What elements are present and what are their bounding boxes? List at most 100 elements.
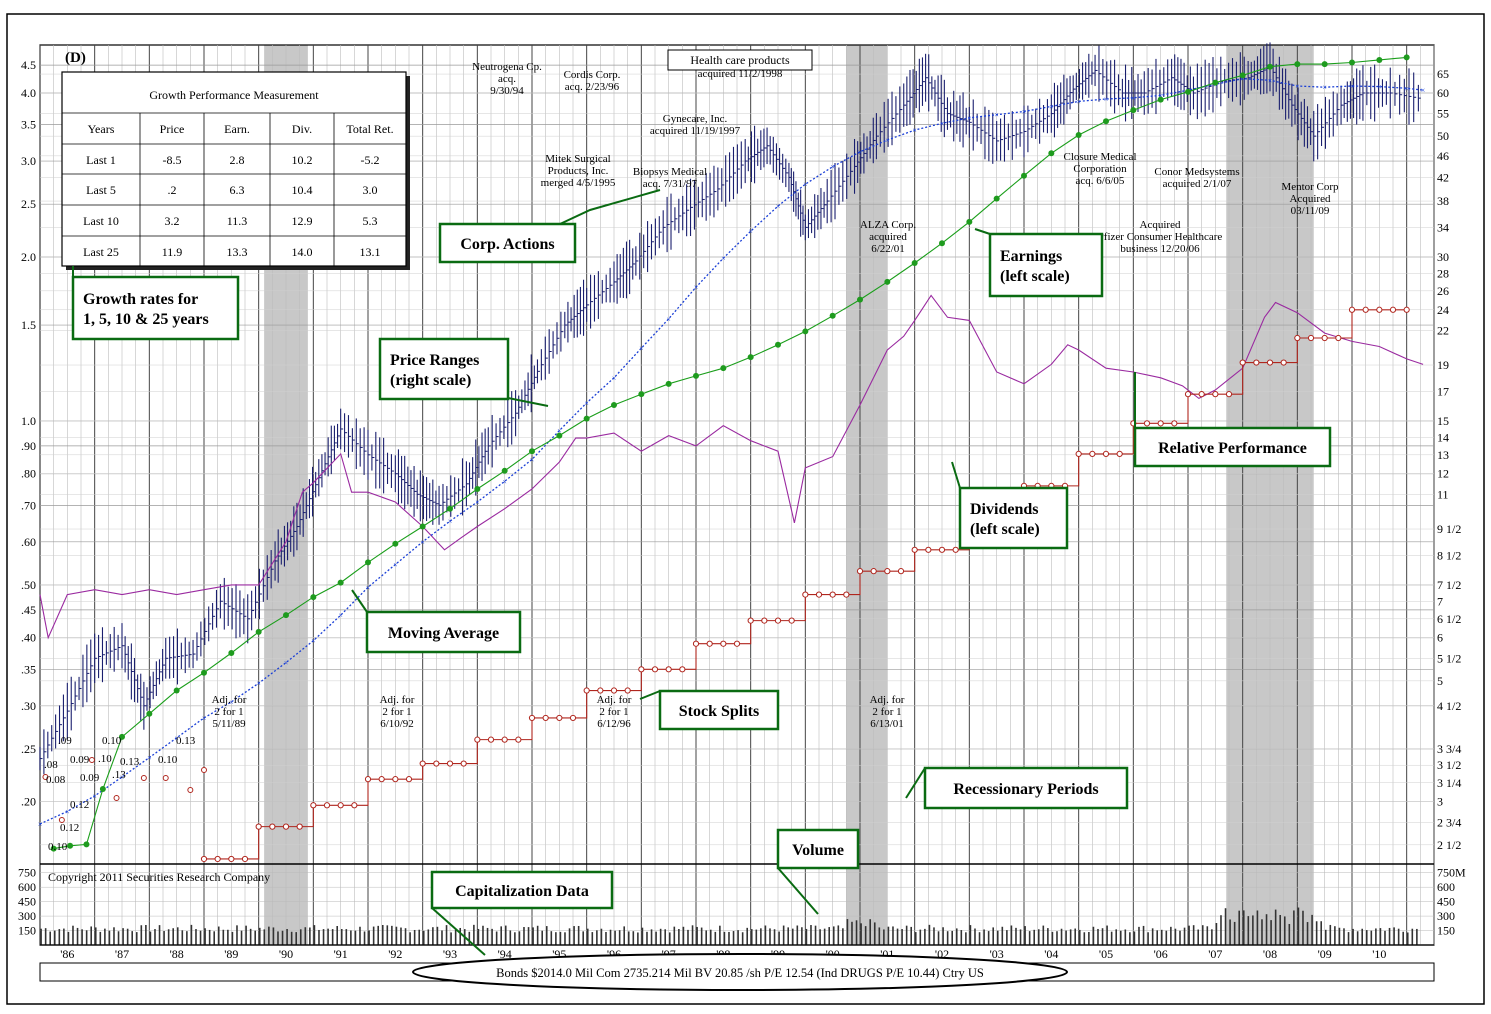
dividend-point <box>460 760 467 767</box>
callout-box <box>1133 426 1332 468</box>
earnings-point <box>201 669 207 676</box>
x-axis-year-label: '09 <box>1318 947 1332 961</box>
header-box-text: Health care products <box>690 53 790 67</box>
callout-box <box>923 766 1129 810</box>
callout-box <box>430 870 614 910</box>
earnings-point <box>1130 107 1137 114</box>
right-axis-tick-label: 9 1/2 <box>1437 522 1461 536</box>
callout-volume-label: Volume <box>792 842 844 859</box>
growth-table-cell: .2 <box>168 183 177 197</box>
capitalization-text: Bonds $2014.0 Mil Com 2735.214 Mil BV 20… <box>496 966 984 980</box>
left-axis-tick-label: .20 <box>21 795 36 809</box>
growth-table-header: Earn. <box>224 122 250 136</box>
dividend-point <box>624 687 631 694</box>
dividend-point <box>364 776 372 783</box>
x-axis-year-label: '03 <box>990 947 1004 961</box>
dividend-point <box>597 687 604 694</box>
dividend-point <box>433 760 440 767</box>
dividend-point <box>241 855 249 863</box>
callout-dividends-label: Dividends <box>970 501 1038 518</box>
x-axis-year-label: '89 <box>224 947 238 961</box>
corp-action-note: acquired 11/2/1998 <box>698 68 783 80</box>
dividend-point <box>542 714 549 722</box>
earnings-point <box>1048 150 1055 157</box>
dividend-point <box>665 666 672 673</box>
moving-average-point: × <box>830 163 835 172</box>
dividend-point <box>856 568 864 575</box>
earnings-point <box>665 380 672 387</box>
corp-action-note: 9/30/94 <box>490 85 524 97</box>
growth-table-cell: Last 10 <box>83 214 119 228</box>
left-axis-tick-label: .45 <box>21 603 36 617</box>
earnings-point <box>1103 118 1109 125</box>
moving-average-point: × <box>65 807 70 816</box>
dividend-point <box>610 687 618 694</box>
moving-average-point: × <box>284 659 289 668</box>
dividend-point <box>337 802 344 809</box>
moving-average-point: × <box>202 714 207 723</box>
moving-average-point: × <box>38 820 43 829</box>
earnings-point <box>255 628 262 635</box>
volume-left-tick-label: 750 <box>18 866 36 880</box>
corp-action-note: acquired <box>869 231 907 243</box>
earnings-point <box>99 786 106 793</box>
corp-action-note: Pfizer Consumer Healthcare <box>1098 231 1223 243</box>
early-value-label: 0.12 <box>60 822 79 834</box>
stock-split-note: Adj. for <box>212 694 247 706</box>
stock-split-note: 6/12/96 <box>597 718 631 730</box>
early-dividend-point <box>42 774 49 780</box>
moving-average-point: × <box>748 227 753 236</box>
earnings-point <box>501 467 508 474</box>
moving-average-point: × <box>1377 83 1382 92</box>
right-axis-tick-label: 5 <box>1437 674 1443 688</box>
right-axis-tick-label: 12 <box>1437 467 1449 481</box>
early-dividend-point <box>201 767 207 773</box>
moving-average-point: × <box>1158 91 1163 100</box>
earnings-point <box>1294 61 1301 68</box>
growth-table-title: Growth Performance Measurement <box>149 88 319 102</box>
volume-right-tick-label: 150 <box>1437 924 1455 938</box>
right-axis-tick-label: 11 <box>1437 487 1449 501</box>
corp-action-note: Conor Medsystems <box>1154 166 1239 178</box>
dividend-point <box>1294 334 1301 342</box>
corp-action-note: Mentor Corp <box>1281 181 1339 193</box>
growth-table-cell: 6.3 <box>230 183 245 197</box>
right-axis-tick-label: 60 <box>1437 86 1449 100</box>
early-dividend-point <box>187 787 194 793</box>
dividend-point <box>515 736 522 743</box>
left-axis-tick-label: .60 <box>21 535 36 549</box>
callout-price-ranges-label: Price Ranges <box>390 352 479 369</box>
corp-action-note: acquired 2/1/07 <box>1163 178 1232 190</box>
callout-box <box>71 275 240 341</box>
callout-capitalization-label: Capitalization Data <box>455 883 589 900</box>
moving-average-point: × <box>92 792 97 801</box>
callout-leader <box>351 589 368 613</box>
dividend-point <box>296 823 303 830</box>
dividend-point <box>733 640 741 647</box>
volume-right-tick-label: 300 <box>1437 909 1455 923</box>
moving-average-point: × <box>147 754 152 763</box>
right-axis-tick-label: 7 <box>1437 594 1443 608</box>
growth-table-header: Div. <box>292 122 312 136</box>
corp-action-note: acq. 7/31/97 <box>643 178 698 190</box>
stock-split-note: Adj. for <box>870 694 905 706</box>
earnings-point <box>802 328 809 335</box>
earnings-point <box>1349 59 1355 66</box>
corp-action-note: 6/22/01 <box>871 243 905 255</box>
growth-table-cell: 10.2 <box>292 153 313 167</box>
right-axis-tick-label: 13 <box>1437 448 1449 462</box>
earnings-point <box>119 733 125 740</box>
left-axis-tick-label: .35 <box>21 662 36 676</box>
growth-table-header: Price <box>160 122 185 136</box>
earnings-point <box>638 391 645 398</box>
callout-price-ranges-label: (right scale) <box>390 372 471 389</box>
dividend-point <box>200 855 208 863</box>
right-axis-tick-label: 8 1/2 <box>1437 548 1461 562</box>
moving-average-point: × <box>502 477 507 486</box>
earnings-point <box>693 372 699 379</box>
right-axis-tick-label: 15 <box>1437 414 1449 428</box>
dividend-point <box>351 802 358 809</box>
corp-action-note: Products, Inc. <box>548 165 609 177</box>
moving-average-point: × <box>475 498 480 507</box>
growth-table-cell: Last 5 <box>86 183 116 197</box>
